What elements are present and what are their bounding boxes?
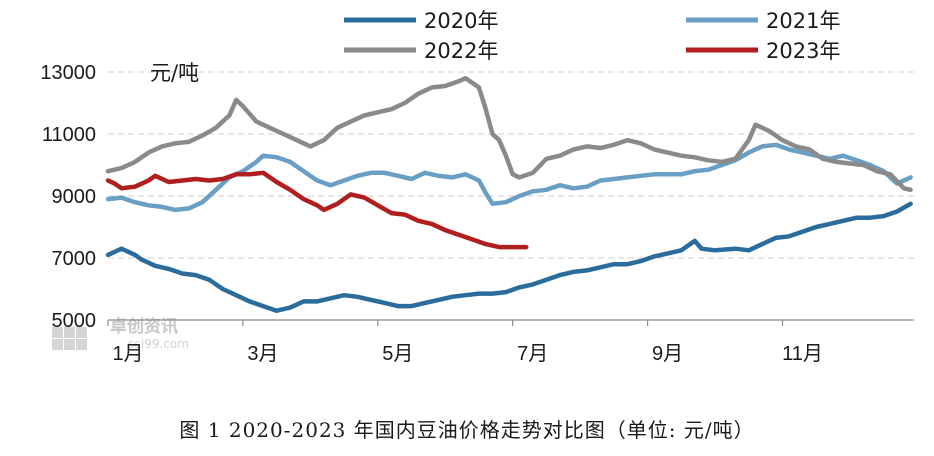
watermark-block bbox=[76, 327, 87, 338]
x-tick-label-3月: 3月 bbox=[247, 343, 278, 365]
watermark-block bbox=[64, 339, 75, 350]
y-tick-label-13000: 13000 bbox=[40, 62, 96, 84]
series-lines bbox=[105, 75, 913, 313]
y-tick-label-7000: 7000 bbox=[52, 248, 97, 270]
series-line-2020年 bbox=[105, 201, 913, 313]
watermark-block bbox=[76, 339, 87, 350]
legend-label-2022年: 2022年 bbox=[424, 39, 498, 63]
legend-label-2020年: 2020年 bbox=[424, 9, 498, 33]
y-tick-label-11000: 11000 bbox=[42, 124, 96, 146]
watermark-site: sci99.com bbox=[128, 337, 189, 351]
watermark-block bbox=[52, 339, 63, 350]
x-axis-tick-labels: 1月 3月 5月 7月 9月 11月 bbox=[112, 343, 822, 365]
series-line-2021年 bbox=[105, 142, 913, 213]
y-axis-tick-labels: 5000 7000 9000 11000 13000 bbox=[40, 62, 96, 332]
x-tick-label-9月: 9月 bbox=[652, 343, 683, 365]
grid-lines bbox=[108, 71, 914, 259]
unit-label: 元/吨 bbox=[150, 61, 199, 85]
legend: 2020年 2021年 2022年 2023年 bbox=[344, 9, 840, 63]
watermark-block bbox=[64, 327, 75, 338]
watermark-block bbox=[52, 327, 63, 338]
x-axis bbox=[107, 319, 914, 326]
series-line-2023年 bbox=[105, 170, 529, 250]
series-line-2022年 bbox=[105, 75, 913, 193]
legend-label-2021年: 2021年 bbox=[766, 9, 840, 33]
legend-label-2023年: 2023年 bbox=[766, 39, 840, 63]
y-tick-label-5000: 5000 bbox=[52, 310, 97, 332]
x-tick-label-11月: 11月 bbox=[782, 343, 823, 365]
watermark-name: 卓创资讯 bbox=[110, 316, 178, 337]
x-tick-label-7月: 7月 bbox=[517, 343, 548, 365]
figure-caption: 图 1 2020-2023 年国内豆油价格走势对比图（单位: 元/吨） bbox=[179, 418, 755, 442]
y-tick-label-9000: 9000 bbox=[52, 186, 97, 208]
x-tick-label-5月: 5月 bbox=[382, 343, 413, 365]
x-tick-label-1月: 1月 bbox=[112, 343, 143, 365]
